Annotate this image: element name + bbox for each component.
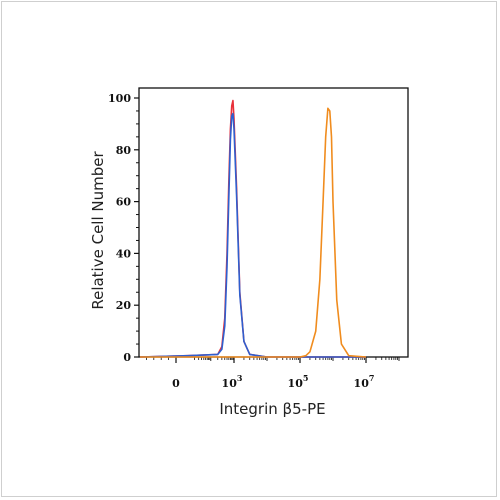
- series-line-2: [140, 107, 367, 358]
- plot-area: 0 20 40 60 80 100 0 103 105 107: [108, 87, 409, 390]
- y-tick-label: 40: [116, 247, 132, 260]
- y-tick-label: 60: [116, 196, 132, 209]
- x-tick-label: 105: [288, 373, 309, 390]
- y-tick-label: 0: [123, 351, 131, 364]
- x-tick-label: 107: [354, 373, 375, 390]
- x-tick-label: 0: [172, 377, 180, 390]
- plot-border: [138, 87, 409, 358]
- y-tick-label: 100: [108, 92, 131, 105]
- y-tick-label: 20: [116, 299, 132, 312]
- x-axis-label: Integrin β5-PE: [219, 400, 325, 418]
- y-tick-label: 80: [116, 144, 132, 157]
- x-tick-label: 103: [222, 373, 243, 390]
- series-line-1: [139, 112, 366, 358]
- y-axis-label: Relative Cell Number: [89, 151, 107, 310]
